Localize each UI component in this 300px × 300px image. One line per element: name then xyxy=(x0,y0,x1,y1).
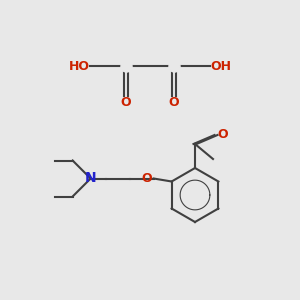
Text: O: O xyxy=(142,172,152,185)
Text: OH: OH xyxy=(210,59,231,73)
Text: HO: HO xyxy=(69,59,90,73)
Text: O: O xyxy=(218,128,228,142)
Text: O: O xyxy=(121,96,131,109)
Text: O: O xyxy=(169,96,179,109)
Text: N: N xyxy=(85,172,96,185)
